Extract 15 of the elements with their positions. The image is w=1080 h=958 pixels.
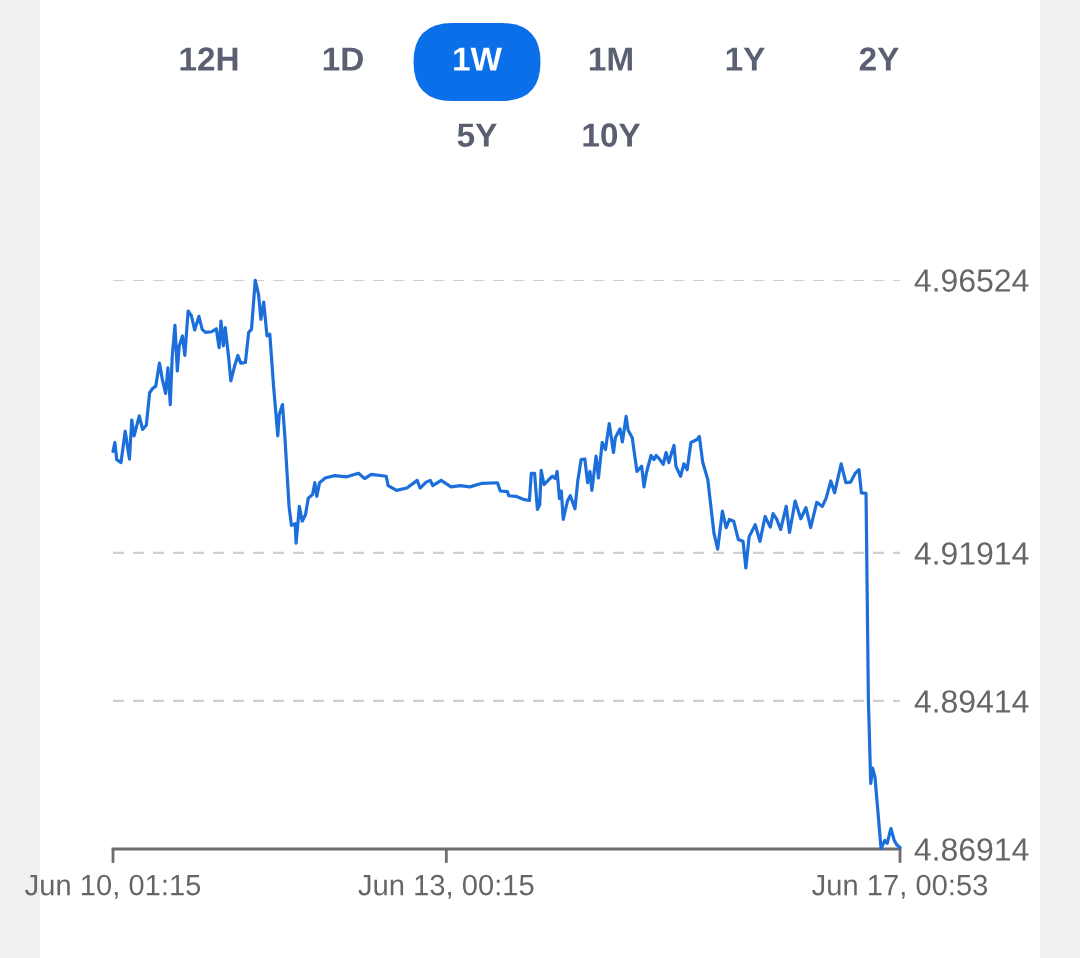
text: 10Y — [583, 123, 641, 147]
text: 1W — [454, 47, 502, 71]
y-tick-label: 4.96524 — [914, 269, 1029, 292]
text: 1M — [589, 47, 632, 71]
text: 12H — [180, 47, 238, 71]
y-tick-label: 4.89414 — [914, 690, 1029, 713]
x-tick-label: Jun 17, 00:53 — [812, 874, 988, 899]
y-tick-label: 4.86914 — [914, 838, 1029, 861]
text: 1D — [323, 47, 363, 71]
text: 1Y — [726, 47, 765, 71]
text: 5Y — [457, 123, 497, 147]
x-tick-label: Jun 10, 01:15 — [25, 874, 201, 899]
x-tick-label: Jun 13, 00:15 — [358, 874, 534, 899]
y-tick-label: 4.91914 — [914, 542, 1029, 565]
text: 2Y — [859, 47, 899, 71]
